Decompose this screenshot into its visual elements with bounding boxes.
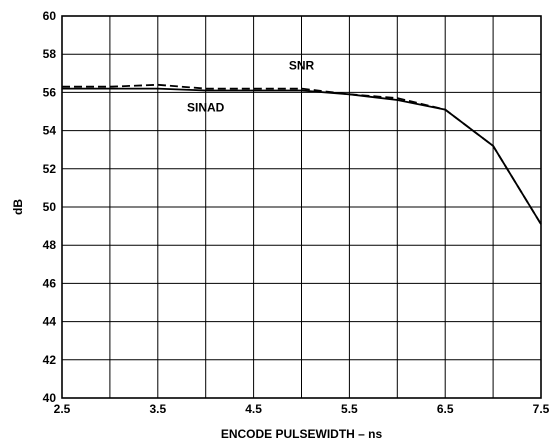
y-tick-label: 48 xyxy=(43,238,57,252)
y-tick-label: 54 xyxy=(43,124,57,138)
grid xyxy=(61,15,542,399)
x-tick-label: 7.5 xyxy=(533,402,550,416)
y-tick-label: 56 xyxy=(43,85,57,99)
y-tick-label: 42 xyxy=(43,353,57,367)
annotations: SNR SINAD xyxy=(187,58,314,114)
y-axis-label: dB xyxy=(11,199,25,215)
x-axis-ticks: 2.5 3.5 4.5 5.5 6.5 7.5 xyxy=(54,402,550,416)
y-tick-label: 50 xyxy=(43,200,57,214)
series-line-snr xyxy=(62,83,542,225)
x-tick-label: 5.5 xyxy=(341,402,358,416)
y-axis-ticks: 40 42 44 46 48 50 52 54 56 58 60 xyxy=(43,9,57,405)
x-tick-label: 2.5 xyxy=(54,402,71,416)
plot-frame xyxy=(61,15,542,399)
x-tick-label: 4.5 xyxy=(245,402,262,416)
series-line-sinad xyxy=(62,87,542,225)
y-tick-label: 44 xyxy=(43,315,57,329)
y-tick-label: 60 xyxy=(43,9,57,23)
y-tick-label: 52 xyxy=(43,162,57,176)
y-tick-label: 46 xyxy=(43,276,57,290)
series-layer xyxy=(62,83,542,225)
series-annotation-snr: SNR xyxy=(289,58,315,72)
y-tick-label: 40 xyxy=(43,391,57,405)
x-tick-label: 3.5 xyxy=(149,402,166,416)
x-tick-label: 6.5 xyxy=(437,402,454,416)
x-axis-label: ENCODE PULSEWIDTH – ns xyxy=(221,427,383,441)
series-annotation-sinad: SINAD xyxy=(187,101,225,115)
y-tick-label: 58 xyxy=(43,47,57,61)
